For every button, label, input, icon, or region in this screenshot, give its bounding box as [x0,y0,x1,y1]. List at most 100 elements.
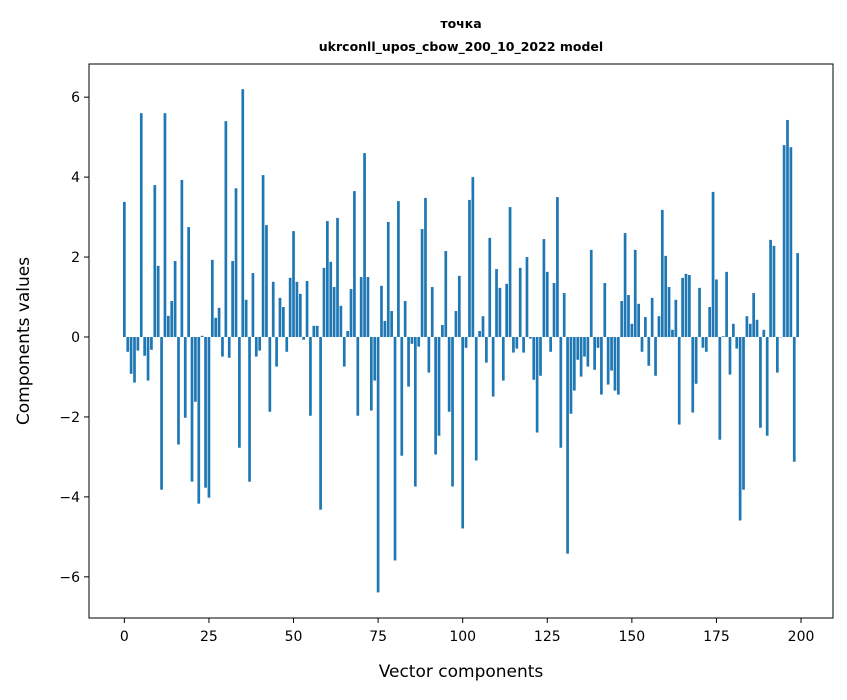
bar-88 [421,229,424,337]
bar-107 [485,337,488,363]
bar-94 [441,325,444,337]
bar-137 [587,337,590,367]
bar-128 [556,197,559,337]
bar-199 [796,253,799,337]
chart-title: точка [440,16,481,31]
bar-0 [123,202,126,337]
bar-70 [360,277,363,337]
bar-135 [580,337,583,377]
bar-122 [536,337,539,433]
bar-46 [279,298,282,337]
bar-180 [732,324,735,337]
bar-97 [451,337,454,486]
bar-44 [272,282,275,337]
bar-33 [235,188,238,337]
chart-subtitle: ukrconll_upos_cbow_200_10_2022 model [319,39,603,55]
bar-185 [749,324,752,337]
bar-93 [438,337,441,436]
bar-187 [756,320,759,337]
bar-154 [644,317,647,337]
bar-1 [126,337,129,352]
bar-28 [218,308,221,337]
bar-116 [515,337,518,349]
x-tick-label: 75 [369,629,387,645]
bar-61 [329,262,332,337]
bar-24 [204,337,207,488]
bar-103 [471,177,474,337]
bar-141 [600,337,603,395]
bar-66 [346,331,349,337]
bar-31 [228,337,231,358]
bar-134 [576,337,579,360]
bar-163 [674,300,677,337]
bars-group [123,89,799,592]
bar-160 [664,256,667,337]
bar-91 [431,287,434,337]
bar-162 [671,330,674,337]
bar-72 [367,277,370,337]
bar-179 [729,337,732,375]
bar-6 [143,337,146,356]
bar-112 [502,337,505,381]
bar-75 [377,337,380,592]
bar-124 [543,239,546,337]
bar-11 [160,337,163,490]
bar-12 [164,113,167,337]
bar-79 [390,311,393,337]
bar-51 [296,282,299,337]
bar-159 [661,210,664,337]
bar-67 [350,289,353,337]
bar-109 [492,337,495,397]
x-tick-label: 50 [285,629,303,645]
bar-184 [746,316,749,337]
bar-190 [766,337,769,436]
bar-157 [654,337,657,376]
bar-144 [610,337,613,371]
bar-95 [444,251,447,337]
bar-111 [499,288,502,337]
y-tick-label: −4 [59,490,80,506]
bar-63 [336,218,339,337]
bar-52 [299,294,302,337]
bar-45 [275,337,278,367]
bar-136 [583,337,586,357]
bar-86 [414,337,417,486]
bar-174 [712,192,715,337]
bar-76 [380,286,383,337]
bar-104 [475,337,478,461]
bar-183 [742,337,745,490]
bar-158 [658,316,661,337]
bar-9 [153,185,156,337]
y-tick-label: 4 [71,170,80,186]
bar-142 [603,283,606,337]
bar-169 [695,337,698,384]
x-tick-label: 100 [449,629,476,645]
x-axis-label: Vector components [379,662,544,682]
bar-37 [248,337,251,482]
bar-78 [387,222,390,337]
bar-55 [309,337,312,416]
bar-36 [245,300,248,337]
y-tick-label: −2 [59,410,80,426]
bar-59 [323,268,326,337]
bar-35 [241,89,244,337]
bar-131 [566,337,569,554]
bar-5 [140,113,143,337]
bar-38 [252,273,255,337]
bar-16 [177,337,180,445]
bar-56 [312,326,315,337]
bar-143 [607,337,610,385]
bar-14 [170,301,173,337]
y-axis-label: Components values [14,257,34,425]
bar-81 [397,201,400,337]
bar-92 [434,337,437,455]
bar-195 [783,145,786,337]
bar-178 [725,272,728,337]
bar-156 [651,298,654,337]
bar-113 [505,284,508,337]
x-tick-label: 125 [534,629,561,645]
bar-90 [428,337,431,373]
bar-121 [532,337,535,380]
bar-102 [468,200,471,337]
